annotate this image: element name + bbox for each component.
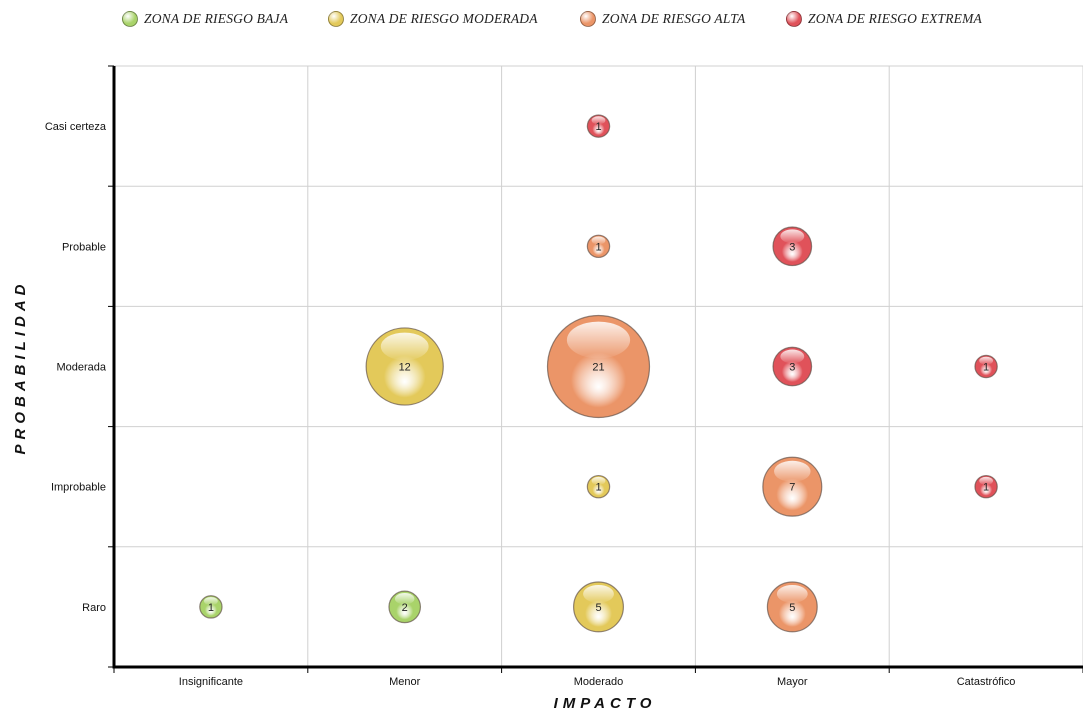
bubble-gloss (394, 593, 415, 605)
y-tick-label: Improbable (51, 482, 106, 494)
bubble-value-label: 7 (789, 482, 795, 494)
tick-labels: Insignificante Menor Moderado Mayor Catastró… (45, 121, 1016, 688)
bubble-value-label: 5 (789, 602, 795, 614)
y-tick-label: Casi certeza (45, 121, 107, 133)
grid-lines (114, 65, 1083, 667)
legend-label-alta: ZONA DE RIESGO ALTA (602, 11, 746, 26)
legend-label-baja: ZONA DE RIESGO BAJA (144, 11, 289, 26)
bubble-gloss (380, 332, 429, 361)
bubble-extrema: 1 (974, 474, 998, 499)
bubble-extrema: 3 (772, 226, 813, 267)
bubble-alta: 5 (766, 581, 818, 633)
bubble-alta: 1 (586, 234, 611, 259)
bubble-gloss (774, 460, 811, 482)
bubble-gloss (780, 349, 805, 364)
x-tick-label: Moderado (574, 676, 624, 688)
bubble-gloss (979, 476, 994, 485)
bubble-alta: 7 (762, 456, 823, 517)
bubble-value-label: 5 (595, 602, 601, 614)
y-tick-label: Probable (62, 241, 106, 253)
bubble-extrema: 3 (772, 346, 813, 387)
x-tick-label: Insignificante (179, 676, 243, 688)
bubbles: 1 2 5 51 7 112 21 3 11 31 (199, 114, 998, 633)
axes (108, 65, 1083, 673)
legend-item-extrema: ZONA DE RIESGO EXTREMA (786, 9, 982, 29)
bubble-gloss (203, 597, 218, 606)
bubble-alta: 21 (546, 314, 651, 419)
y-axis-title: PROBABILIDAD (12, 280, 29, 455)
bubble-extrema: 1 (974, 354, 998, 379)
bubble-value-label: 1 (983, 362, 989, 374)
bubble-baja: 1 (199, 595, 223, 619)
bubble-value-label: 21 (592, 362, 604, 374)
bubble-value-label: 3 (789, 241, 795, 253)
bubble-moderada: 1 (586, 474, 611, 499)
x-tick-label: Mayor (777, 676, 808, 688)
chart-legend: ZONA DE RIESGO BAJA ZONA DE RIESGO MODER… (0, 0, 1083, 40)
legend-label-moderada: ZONA DE RIESGO MODERADA (350, 11, 538, 26)
bubble-baja: 2 (388, 590, 422, 624)
bubble-gloss (776, 585, 808, 603)
bubble-gloss (591, 236, 606, 245)
y-tick-label: Raro (82, 602, 106, 614)
bubble-gloss (566, 321, 631, 359)
bubble-gloss (591, 476, 606, 485)
x-tick-label: Menor (389, 676, 421, 688)
legend-item-baja: ZONA DE RIESGO BAJA (122, 9, 288, 29)
bubble-moderada: 5 (573, 581, 624, 633)
bubble-gloss (780, 229, 805, 244)
x-axis-title: IMPACTO (554, 695, 657, 709)
legend-item-alta: ZONA DE RIESGO ALTA (580, 9, 745, 29)
bubble-value-label: 1 (208, 602, 214, 614)
bubble-value-label: 3 (789, 362, 795, 374)
bubble-value-label: 2 (402, 602, 408, 614)
y-tick-label: Moderada (56, 362, 106, 374)
bubble-moderada: 12 (365, 327, 444, 406)
bubble-gloss (591, 116, 606, 125)
bubble-value-label: 1 (595, 241, 601, 253)
legend-swatch-alta (580, 11, 596, 27)
legend-swatch-baja (122, 11, 138, 27)
bubble-gloss (979, 356, 994, 365)
legend-item-moderada: ZONA DE RIESGO MODERADA (328, 9, 538, 29)
bubble-value-label: 12 (399, 362, 411, 374)
bubble-value-label: 1 (595, 121, 601, 133)
bubble-gloss (583, 585, 614, 603)
bubble-extrema: 1 (586, 114, 611, 138)
bubble-value-label: 1 (595, 482, 601, 494)
legend-label-extrema: ZONA DE RIESGO EXTREMA (808, 11, 983, 26)
x-tick-label: Catastrófico (957, 676, 1016, 688)
legend-swatch-moderada (328, 11, 344, 27)
bubble-value-label: 1 (983, 482, 989, 494)
legend-swatch-extrema (786, 11, 802, 27)
